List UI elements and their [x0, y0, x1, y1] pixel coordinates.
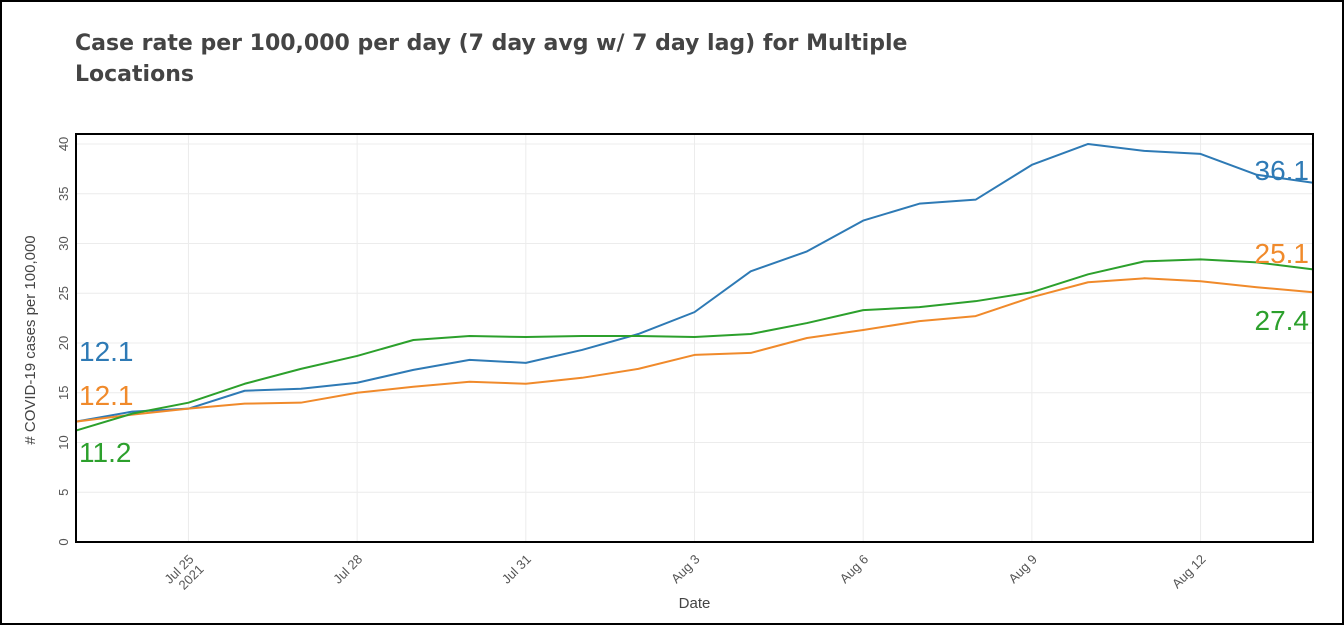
series-line-2	[75, 277, 1314, 423]
start-value-label-2: 12.1	[79, 380, 134, 411]
y-tick-label: 10	[56, 435, 71, 449]
end-value-label-2: 25.1	[1255, 238, 1310, 269]
series-line-1	[75, 142, 1314, 423]
end-value-label-3: 27.4	[1255, 305, 1310, 336]
y-tick-label: 5	[56, 489, 71, 496]
end-labels: 12.1 36.1 12.1 25.1 11.2 27.4	[79, 155, 1309, 468]
y-tick-label: 35	[56, 186, 71, 200]
y-tick-label: 25	[56, 286, 71, 300]
x-tick-label: Aug 9	[1005, 552, 1040, 587]
x-tick-label: Aug 3	[668, 552, 703, 587]
series-lines	[75, 142, 1314, 432]
start-value-label-1: 12.1	[79, 336, 134, 367]
y-tick-label: 40	[56, 137, 71, 151]
chart-title: Case rate per 100,000 per day (7 day avg…	[75, 31, 908, 87]
y-tick-label: 15	[56, 385, 71, 399]
x-tick-label: Aug 6	[837, 552, 872, 587]
y-axis-title: # COVID-19 cases per 100,000	[22, 235, 39, 444]
start-value-label-3: 11.2	[79, 437, 131, 468]
x-axis-title: Date	[679, 595, 711, 612]
x-tick-label: Jul 31	[499, 552, 534, 587]
x-tick-label: Aug 12	[1169, 552, 1209, 592]
y-tick-label: 0	[56, 538, 71, 545]
plot-border	[75, 133, 1314, 543]
x-tick-label: Jul 28	[330, 552, 365, 587]
y-tick-label: 20	[56, 336, 71, 350]
end-value-label-1: 36.1	[1255, 155, 1310, 186]
y-tick-label: 30	[56, 236, 71, 250]
series-line-3	[75, 258, 1314, 432]
y-axis: 0 5 10 15 20 25 30 35 40	[56, 137, 71, 546]
